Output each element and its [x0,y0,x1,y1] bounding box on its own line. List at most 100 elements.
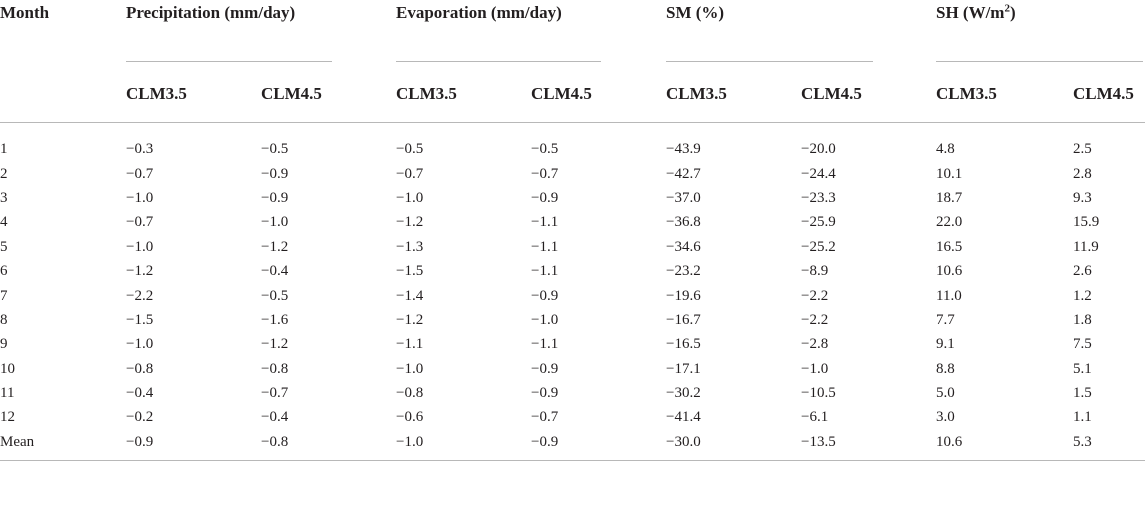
value-cell: −1.2 [261,238,289,255]
month-cell: 9 [0,336,8,353]
subheader-cell: CLM4.5 [261,62,396,123]
value-cell: −20.0 [801,141,836,158]
subheader-cell: CLM4.5 [531,62,666,123]
value-cell: 10.6 [936,429,1073,462]
value-cell: −0.9 [261,189,289,206]
table-row: 11 −0.4 −0.7 −0.8 −0.9 −30.2 −10.5 5.0 1.5 [0,381,1145,405]
subheader-cell: CLM4.5 [1073,62,1145,123]
table-row: 8 −1.5 −1.6 −1.2 −1.0 −16.7 −2.2 7.7 1.8 [0,308,1145,332]
value-cell: −2.2 [801,311,829,328]
month-cell: 6 [0,263,8,280]
subheader-row: CLM3.5 CLM4.5 CLM3.5 CLM4.5 CLM3.5 CLM4.… [0,62,1145,123]
value-cell: −1.4 [396,287,424,304]
value-cell: −0.4 [261,263,289,280]
value-cell: −6.1 [801,409,829,426]
value-cell: −17.1 [666,360,701,377]
value-cell: −0.8 [396,385,424,402]
table-row: 12 −0.2 −0.4 −0.6 −0.7 −41.4 −6.1 3.0 1.1 [0,405,1145,429]
value-cell: −0.8 [261,360,289,377]
value-cell: −0.4 [126,385,154,402]
month-cell: 10 [0,360,15,377]
value-cell: 1.2 [1073,287,1092,304]
value-cell: −41.4 [666,409,701,426]
value-cell: −0.8 [261,429,396,462]
value-cell: −16.5 [666,336,701,353]
value-cell: −13.5 [801,429,936,462]
table-row: 9 −1.0 −1.2 −1.1 −1.1 −16.5 −2.8 9.1 7.5 [0,332,1145,356]
value-cell: −1.0 [126,189,154,206]
table-row: 1 −0.3 −0.5 −0.5 −0.5 −43.9 −20.0 4.8 2.5 [0,123,1145,162]
value-cell: 15.9 [1073,214,1100,231]
group-header-row: Month Precipitation (mm/day) Evaporation… [0,0,1145,62]
value-cell: −1.2 [261,336,289,353]
month-cell: 11 [0,385,15,402]
value-cell: −0.7 [126,165,154,182]
value-cell: −30.0 [666,429,801,462]
value-cell: 9.1 [936,336,955,353]
table-row: 5 −1.0 −1.2 −1.3 −1.1 −34.6 −25.2 16.5 11.9 [0,235,1145,259]
value-cell: −0.5 [261,287,289,304]
value-cell: −23.2 [666,263,701,280]
value-cell: −0.8 [126,360,154,377]
value-cell: −1.1 [531,263,559,280]
subheader-cell: CLM4.5 [801,62,936,123]
subheader-cell: CLM3.5 [936,62,1073,123]
sm-header: SM (%) [666,0,936,62]
value-cell: −43.9 [666,141,701,158]
table-row: 2 −0.7 −0.9 −0.7 −0.7 −42.7 −24.4 10.1 2.8 [0,161,1145,185]
value-cell: −0.9 [126,429,261,462]
table-row: Mean −0.9 −0.8 −1.0 −0.9 −30.0 −13.5 10.6 5.3 [0,429,1145,462]
value-cell: 5.0 [936,385,955,402]
table-row: 10 −0.8 −0.8 −1.0 −0.9 −17.1 −1.0 8.8 5.1 [0,357,1145,381]
value-cell: −36.8 [666,214,701,231]
value-cell: −1.0 [531,311,559,328]
value-cell: 10.1 [936,165,963,182]
subheader-blank [0,62,126,123]
value-cell: −0.3 [126,141,154,158]
value-cell: −24.4 [801,165,836,182]
month-header: Month [0,3,50,22]
value-cell: 2.8 [1073,165,1092,182]
value-cell: −30.2 [666,385,701,402]
data-table: Month Precipitation (mm/day) Evaporation… [0,0,1145,462]
value-cell: 1.1 [1073,409,1092,426]
value-cell: −0.9 [531,429,666,462]
value-cell: 9.3 [1073,189,1092,206]
month-cell: Mean [0,429,126,462]
value-cell: −37.0 [666,189,701,206]
value-cell: −1.1 [531,214,559,231]
value-cell: 11.9 [1073,238,1099,255]
value-cell: −0.6 [396,409,424,426]
value-cell: 3.0 [936,409,955,426]
value-cell: −10.5 [801,385,836,402]
value-cell: −0.9 [261,165,289,182]
month-cell: 3 [0,189,8,206]
value-cell: −1.0 [396,189,424,206]
value-cell: 2.6 [1073,263,1092,280]
table-row: 6 −1.2 −0.4 −1.5 −1.1 −23.2 −8.9 10.6 2.6 [0,259,1145,283]
value-cell: 8.8 [936,360,955,377]
month-cell: 1 [0,141,8,158]
month-cell: 5 [0,238,8,255]
evaporation-header: Evaporation (mm/day) [396,0,666,62]
value-cell: −1.5 [126,311,154,328]
month-cell: 4 [0,214,8,231]
table-row: 3 −1.0 −0.9 −1.0 −0.9 −37.0 −23.3 18.7 9.3 [0,186,1145,210]
month-cell: 8 [0,311,8,328]
value-cell: 1.8 [1073,311,1092,328]
value-cell: −0.7 [531,409,559,426]
value-cell: 5.1 [1073,360,1092,377]
value-cell: −0.2 [126,409,154,426]
value-cell: −1.5 [396,263,424,280]
value-cell: −1.2 [396,311,424,328]
value-cell: −8.9 [801,263,829,280]
value-cell: −1.3 [396,238,424,255]
value-cell: −23.3 [801,189,836,206]
value-cell: −0.5 [261,141,289,158]
value-cell: −19.6 [666,287,701,304]
value-cell: −0.5 [531,141,559,158]
value-cell: 22.0 [936,214,963,231]
value-cell: 2.5 [1073,141,1092,158]
value-cell: 4.8 [936,141,955,158]
